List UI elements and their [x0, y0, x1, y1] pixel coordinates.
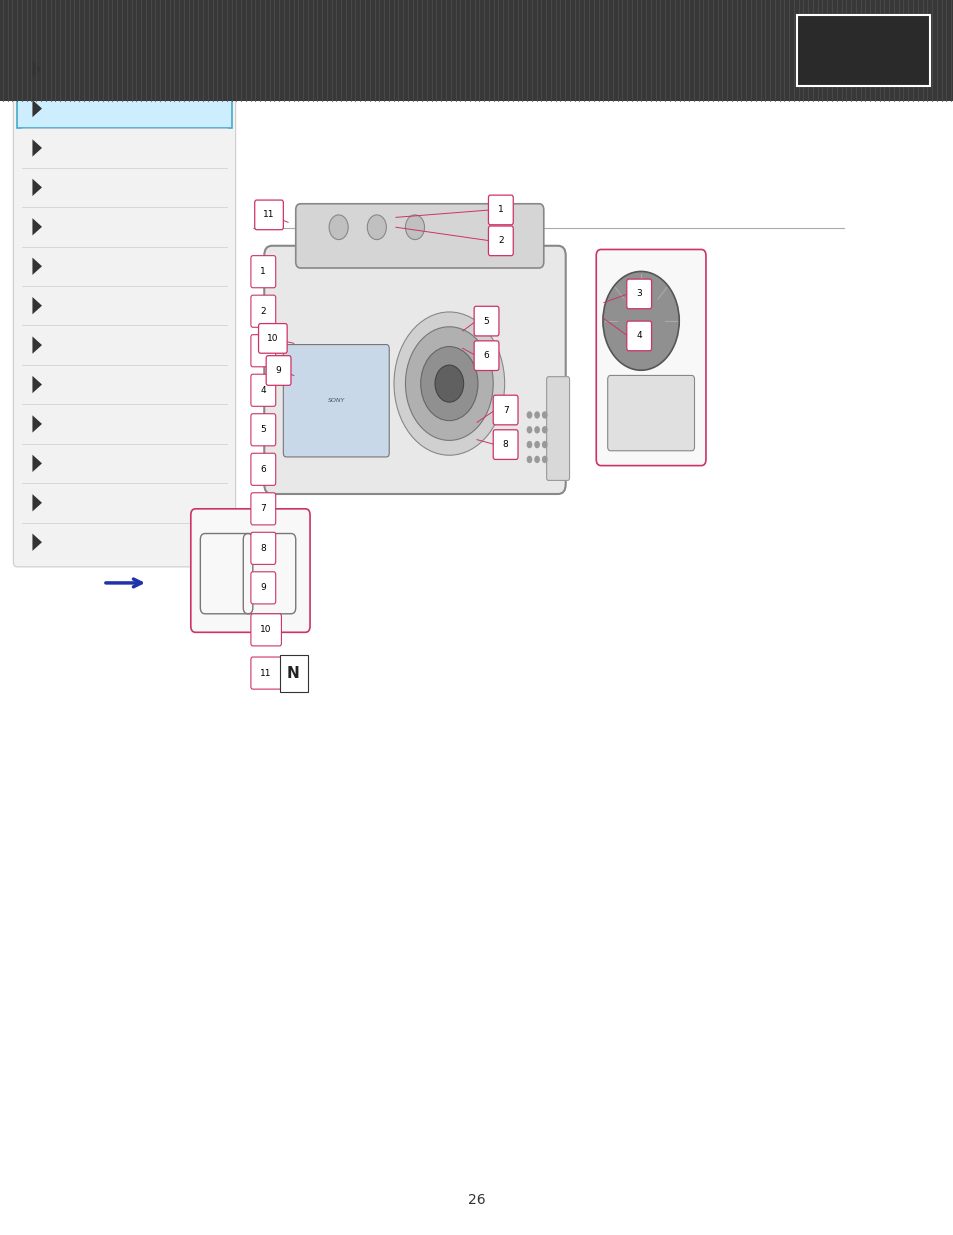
- Text: 10: 10: [260, 625, 272, 635]
- FancyBboxPatch shape: [546, 377, 569, 480]
- Polygon shape: [32, 298, 42, 315]
- Polygon shape: [32, 415, 42, 432]
- Circle shape: [394, 312, 504, 456]
- FancyBboxPatch shape: [474, 341, 498, 370]
- Circle shape: [526, 456, 532, 463]
- FancyBboxPatch shape: [488, 195, 513, 225]
- Text: 2: 2: [260, 306, 266, 316]
- Circle shape: [602, 272, 679, 370]
- FancyBboxPatch shape: [251, 657, 281, 689]
- FancyBboxPatch shape: [258, 324, 287, 353]
- Polygon shape: [32, 179, 42, 196]
- FancyBboxPatch shape: [0, 0, 953, 101]
- Circle shape: [534, 441, 539, 448]
- Text: 5: 5: [483, 316, 489, 326]
- FancyBboxPatch shape: [251, 295, 275, 327]
- Polygon shape: [32, 454, 42, 472]
- Text: 7: 7: [260, 504, 266, 514]
- FancyBboxPatch shape: [251, 453, 275, 485]
- Text: 8: 8: [260, 543, 266, 553]
- Circle shape: [420, 347, 477, 421]
- Polygon shape: [32, 219, 42, 236]
- Circle shape: [541, 411, 547, 419]
- FancyBboxPatch shape: [251, 493, 275, 525]
- FancyBboxPatch shape: [279, 655, 308, 692]
- Text: SONY: SONY: [328, 398, 345, 403]
- Text: 1: 1: [260, 267, 266, 277]
- Text: 5: 5: [260, 425, 266, 435]
- Polygon shape: [32, 140, 42, 157]
- FancyBboxPatch shape: [251, 614, 281, 646]
- FancyBboxPatch shape: [607, 375, 694, 451]
- FancyBboxPatch shape: [191, 509, 310, 632]
- Circle shape: [526, 426, 532, 433]
- Polygon shape: [32, 534, 42, 551]
- Text: 6: 6: [260, 464, 266, 474]
- Text: 4: 4: [636, 331, 641, 341]
- FancyBboxPatch shape: [295, 204, 543, 268]
- Circle shape: [526, 441, 532, 448]
- Circle shape: [541, 426, 547, 433]
- Circle shape: [526, 411, 532, 419]
- FancyBboxPatch shape: [13, 44, 235, 567]
- Bar: [17, 89, 232, 128]
- FancyBboxPatch shape: [251, 335, 275, 367]
- Circle shape: [435, 366, 463, 403]
- FancyBboxPatch shape: [796, 15, 929, 86]
- Circle shape: [534, 426, 539, 433]
- Circle shape: [367, 215, 386, 240]
- Text: 1: 1: [497, 205, 503, 215]
- Circle shape: [405, 215, 424, 240]
- Polygon shape: [32, 336, 42, 353]
- FancyBboxPatch shape: [493, 430, 517, 459]
- Polygon shape: [32, 375, 42, 393]
- Polygon shape: [32, 61, 42, 78]
- Polygon shape: [32, 100, 42, 117]
- FancyBboxPatch shape: [493, 395, 517, 425]
- Text: 3: 3: [636, 289, 641, 299]
- Polygon shape: [32, 494, 42, 511]
- Text: 26: 26: [468, 1193, 485, 1208]
- FancyBboxPatch shape: [251, 256, 275, 288]
- FancyBboxPatch shape: [488, 226, 513, 256]
- Circle shape: [534, 411, 539, 419]
- Text: 9: 9: [260, 583, 266, 593]
- Circle shape: [534, 456, 539, 463]
- Text: 10: 10: [267, 333, 278, 343]
- Polygon shape: [32, 258, 42, 275]
- FancyBboxPatch shape: [626, 279, 651, 309]
- FancyBboxPatch shape: [251, 414, 275, 446]
- FancyBboxPatch shape: [251, 572, 275, 604]
- Text: 6: 6: [483, 351, 489, 361]
- FancyBboxPatch shape: [254, 200, 283, 230]
- Text: 7: 7: [502, 405, 508, 415]
- Text: 3: 3: [260, 346, 266, 356]
- Text: 11: 11: [263, 210, 274, 220]
- Circle shape: [329, 215, 348, 240]
- Text: 8: 8: [502, 440, 508, 450]
- FancyBboxPatch shape: [596, 249, 705, 466]
- FancyBboxPatch shape: [264, 246, 565, 494]
- Text: 2: 2: [497, 236, 503, 246]
- Text: N: N: [286, 666, 299, 680]
- FancyBboxPatch shape: [474, 306, 498, 336]
- Circle shape: [541, 441, 547, 448]
- FancyBboxPatch shape: [266, 356, 291, 385]
- Circle shape: [541, 456, 547, 463]
- Circle shape: [405, 327, 493, 441]
- Text: 11: 11: [260, 668, 272, 678]
- Text: 4: 4: [260, 385, 266, 395]
- FancyBboxPatch shape: [283, 345, 389, 457]
- Text: 9: 9: [275, 366, 281, 375]
- FancyBboxPatch shape: [251, 532, 275, 564]
- FancyBboxPatch shape: [626, 321, 651, 351]
- FancyBboxPatch shape: [251, 374, 275, 406]
